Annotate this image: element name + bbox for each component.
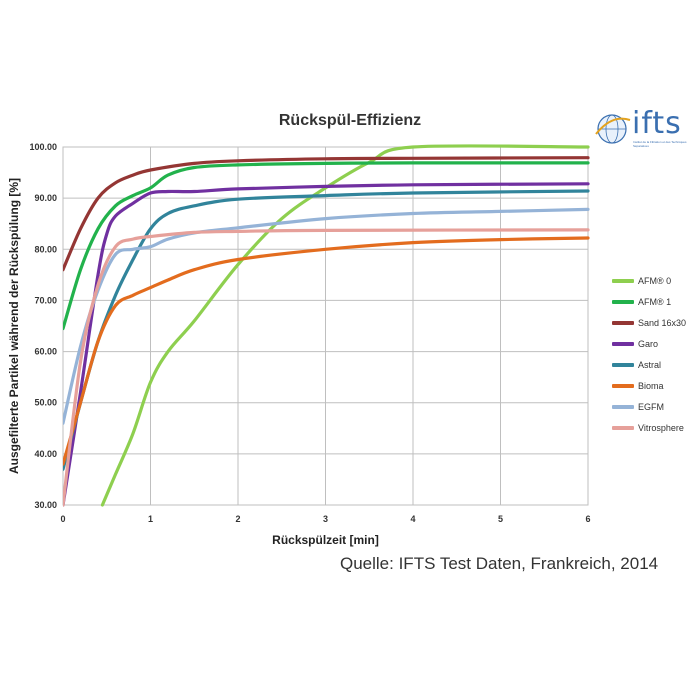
legend-swatch	[612, 383, 634, 388]
y-axis-label: Ausgefilterte Partikel während der Rücks…	[7, 178, 21, 474]
y-tick-label: 60.00	[34, 347, 57, 357]
legend-label: AFM® 0	[638, 275, 672, 286]
legend-item-bioma: Bioma	[612, 375, 700, 396]
series-line-sand-16x30	[63, 156, 590, 272]
x-tick-label: 0	[60, 514, 65, 524]
legend-item-vitrosphere: Vitrosphere	[612, 417, 700, 438]
legend-label: Sand 16x30	[638, 317, 687, 328]
logo-subtitle: Institut de la Filtration et des Techniq…	[633, 140, 687, 148]
legend-item-astral: Astral	[612, 354, 700, 375]
legend-label: AFM® 1	[638, 296, 672, 307]
source-note: Quelle: IFTS Test Daten, Frankreich, 201…	[340, 554, 659, 573]
legend-item-sand-16x30: Sand 16x30	[612, 312, 700, 333]
grid-lines	[62, 146, 589, 506]
series-line-afm-1	[63, 161, 590, 331]
legend-item-egfm: EGFM	[612, 396, 700, 417]
y-tick-label: 50.00	[34, 398, 57, 408]
ifts-logo	[592, 104, 692, 154]
y-tick-label: 80.00	[34, 244, 57, 254]
x-tick-label: 2	[235, 514, 240, 524]
legend-item-garo: Garo	[612, 333, 700, 354]
legend-swatch	[612, 341, 634, 346]
legend-label: EGFM	[638, 401, 664, 412]
legend-label: Astral	[638, 359, 662, 370]
x-tick-label: 6	[585, 514, 590, 524]
legend-swatch	[612, 278, 634, 283]
y-tick-label: 90.00	[34, 193, 57, 203]
globe-icon	[595, 114, 631, 144]
logo-text: ifts	[632, 106, 682, 141]
legend-swatch	[612, 425, 634, 430]
legend-label: Vitrosphere	[638, 422, 684, 433]
chart-legend: AFM® 0 AFM® 1 Sand 16x30 Garo Astral Bioma EGF…	[612, 270, 700, 438]
legend-item-afm-0: AFM® 0	[612, 270, 700, 291]
x-tick-label: 4	[410, 514, 415, 524]
legend-label: Bioma	[638, 380, 664, 391]
y-tick-label: 100.00	[29, 142, 57, 152]
series-line-vitrosphere	[63, 228, 590, 507]
series-lines	[63, 144, 590, 507]
axes: 30.00 40.00 50.00 60.00 70.00 80.00 90.00 100.0…	[7, 142, 591, 547]
y-tick-label: 30.00	[34, 500, 57, 510]
x-tick-label: 1	[148, 514, 153, 524]
legend-swatch	[612, 362, 634, 367]
legend-swatch	[612, 299, 634, 304]
legend-swatch	[612, 320, 634, 325]
y-tick-label: 40.00	[34, 449, 57, 459]
legend-label: Garo	[638, 338, 659, 349]
x-tick-label: 3	[323, 514, 328, 524]
x-tick-label: 5	[498, 514, 503, 524]
series-line-bioma	[63, 236, 590, 466]
chart-title: Rückspül-Effizienz	[278, 112, 422, 129]
legend-item-afm-1: AFM® 1	[612, 291, 700, 312]
x-axis-label: Rückspülzeit [min]	[272, 533, 379, 547]
series-line-afm-0	[100, 144, 590, 507]
legend-swatch	[612, 404, 634, 409]
y-tick-label: 70.00	[34, 295, 57, 305]
